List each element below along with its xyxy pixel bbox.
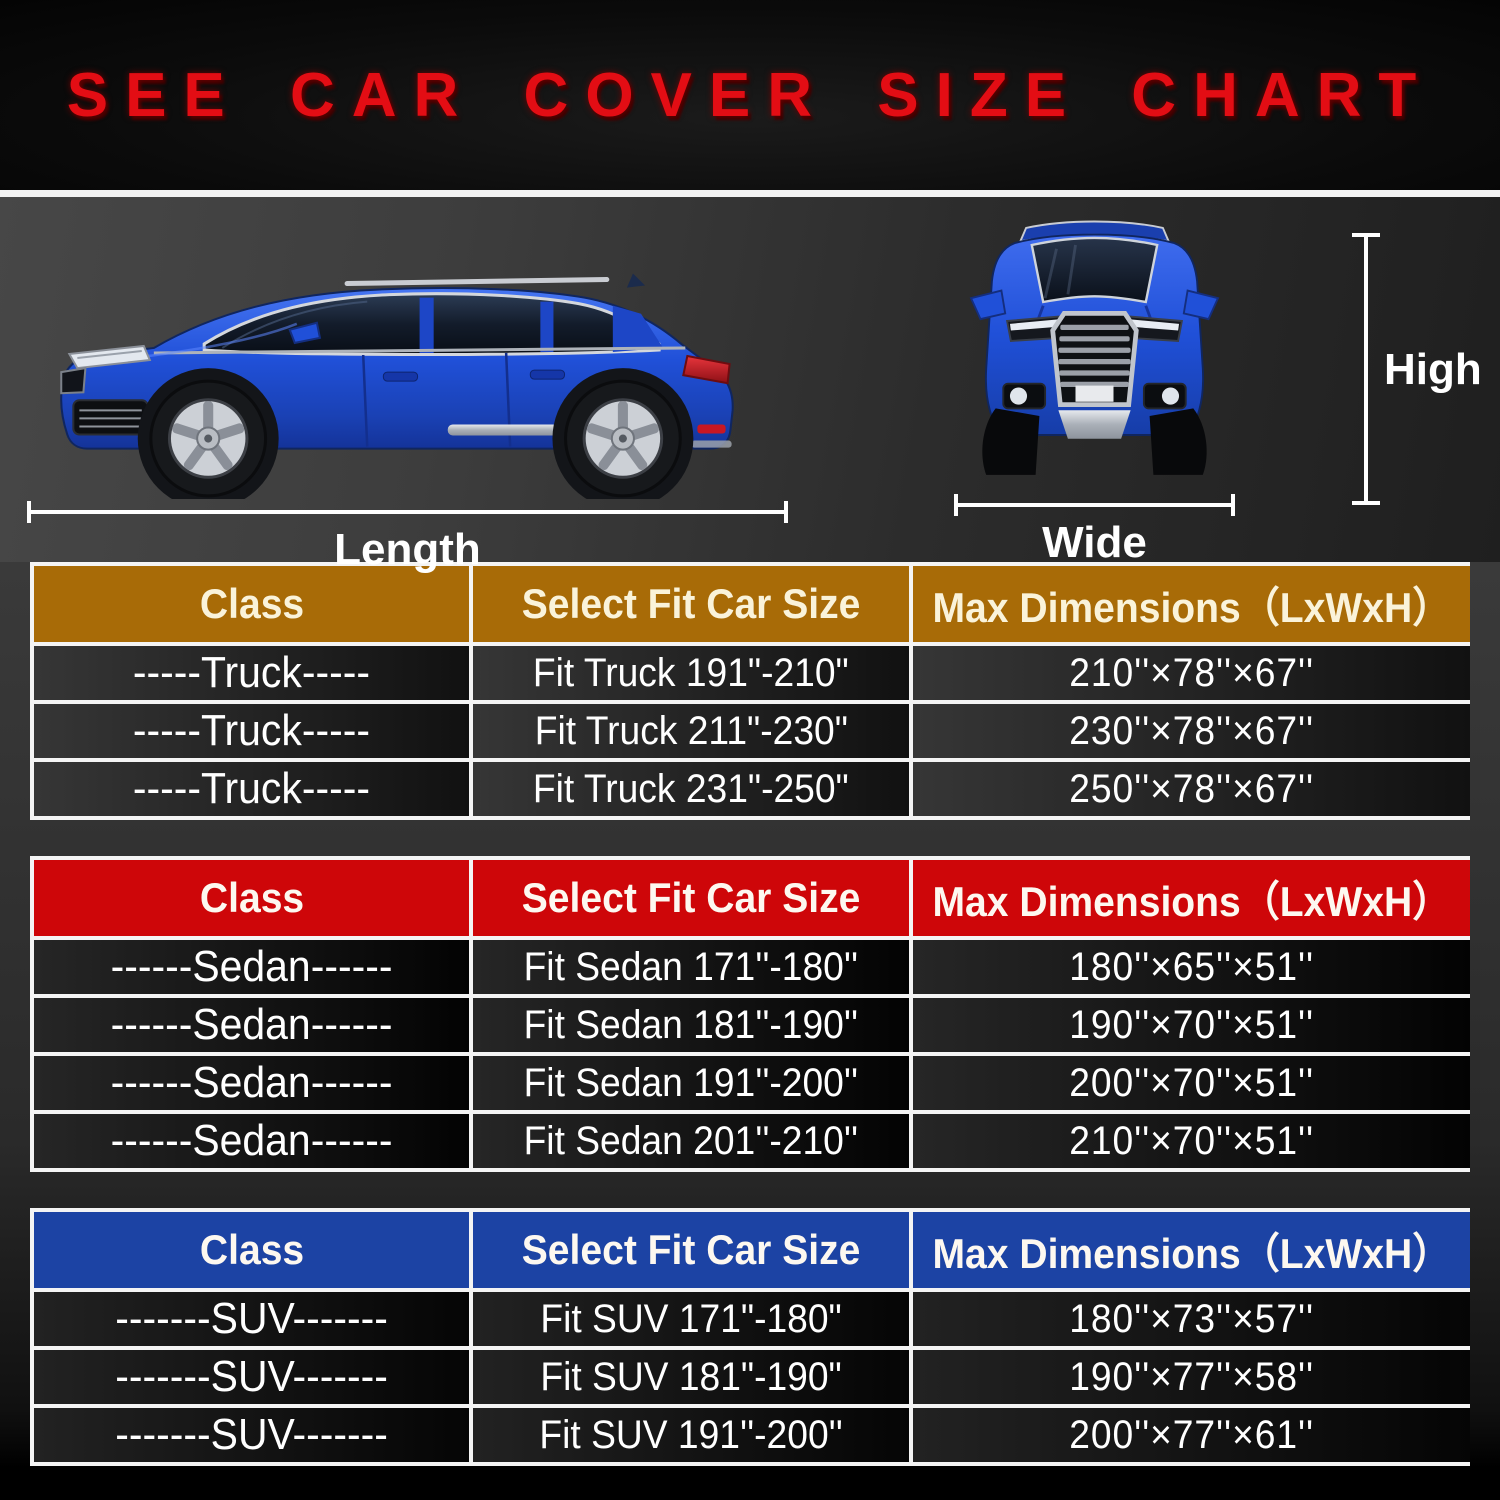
page-title: SEE CAR COVER SIZE CHART xyxy=(66,60,1434,130)
wide-measure-line xyxy=(952,494,1237,516)
fit-size-cell: Fit Truck 191"-210" xyxy=(473,646,909,700)
suv-side-illustration xyxy=(60,273,734,499)
length-label: Length xyxy=(334,524,481,574)
column-header: Max Dimensions（LxWxH） xyxy=(912,860,1471,936)
dims-cell: 190''×70''×51'' xyxy=(912,998,1471,1052)
fit-size-cell: Fit Truck 211"-230" xyxy=(473,704,909,758)
class-cell: -----Truck----- xyxy=(34,762,470,816)
title-band: SEE CAR COVER SIZE CHART xyxy=(0,0,1500,190)
fit-size-cell: Fit SUV 171"-180" xyxy=(473,1292,909,1346)
column-header: Class xyxy=(34,860,470,936)
class-cell: -----Truck----- xyxy=(34,646,470,700)
fit-size-cell: Fit Sedan 191''-200'' xyxy=(473,1056,909,1110)
wide-label: Wide xyxy=(1042,518,1147,567)
fit-size-cell: Fit Truck 231"-250" xyxy=(473,762,909,816)
sedan-size-table: Class Select Fit Car Size Max Dimensions… xyxy=(30,856,1471,1172)
left-wheel xyxy=(982,408,1040,475)
column-header: Class xyxy=(34,1212,470,1288)
divider-line xyxy=(0,190,1500,197)
length-measure-line xyxy=(25,500,790,523)
dims-cell: 190''×77''×58'' xyxy=(912,1350,1471,1404)
left-fog-light xyxy=(1002,382,1047,410)
dims-cell: 210''×78''×67'' xyxy=(912,646,1471,700)
fit-size-cell: Fit Sedan 181''-190'' xyxy=(473,998,909,1052)
column-header: Select Fit Car Size xyxy=(473,860,909,936)
class-cell: -----Truck----- xyxy=(34,704,470,758)
class-cell: ------Sedan------ xyxy=(34,1056,470,1110)
dims-cell: 230''×78''×67'' xyxy=(912,704,1471,758)
side-mirror xyxy=(288,321,322,345)
skid-plate xyxy=(1058,410,1131,439)
class-cell: ------Sedan------ xyxy=(34,1114,470,1168)
column-header: Max Dimensions（LxWxH） xyxy=(912,566,1471,642)
column-header: Select Fit Car Size xyxy=(473,1212,909,1288)
windshield xyxy=(1030,236,1159,304)
dims-cell: 200''×77''×61'' xyxy=(912,1408,1471,1462)
high-measure-line xyxy=(1352,233,1380,505)
column-header: Max Dimensions（LxWxH） xyxy=(912,1212,1471,1288)
dimension-diagram: Length xyxy=(0,197,1500,574)
dims-cell: 250''×78''×67'' xyxy=(912,762,1471,816)
suv-front-illustration xyxy=(969,220,1220,475)
class-cell: ------Sedan------ xyxy=(34,940,470,994)
class-cell: -------SUV------- xyxy=(34,1408,470,1462)
right-wheel xyxy=(1149,408,1207,475)
taillight xyxy=(682,354,731,385)
class-cell: ------Sedan------ xyxy=(34,998,470,1052)
left-mirror xyxy=(969,289,1007,321)
truck-size-table: Class Select Fit Car Size Max Dimensions… xyxy=(30,562,1471,820)
fit-size-cell: Fit Sedan 201''-210'' xyxy=(473,1114,909,1168)
column-header: Class xyxy=(34,566,470,642)
suv-size-table: Class Select Fit Car Size Max Dimensions… xyxy=(30,1208,1471,1466)
dims-cell: 180''×73''×57'' xyxy=(912,1292,1471,1346)
dims-cell: 210''×70''×51'' xyxy=(912,1114,1471,1168)
class-cell: -------SUV------- xyxy=(34,1292,470,1346)
grille-slats xyxy=(1058,324,1131,388)
size-tables-section: Class Select Fit Car Size Max Dimensions… xyxy=(0,562,1500,1500)
fit-size-cell: Fit Sedan 171''-180'' xyxy=(473,940,909,994)
side-view-block: Length xyxy=(25,201,790,575)
fit-size-cell: Fit SUV 191''-200'' xyxy=(473,1408,909,1462)
right-mirror xyxy=(1182,289,1220,321)
dims-cell: 200''×70''×51'' xyxy=(912,1056,1471,1110)
class-cell: -------SUV------- xyxy=(34,1350,470,1404)
column-header: Select Fit Car Size xyxy=(473,566,909,642)
front-view-block: Wide xyxy=(952,207,1237,568)
right-fog-light xyxy=(1142,382,1187,410)
license-area xyxy=(1075,385,1114,402)
fit-size-cell: Fit SUV 181"-190" xyxy=(473,1350,909,1404)
high-label: High xyxy=(1384,345,1482,394)
dims-cell: 180''×65''×51'' xyxy=(912,940,1471,994)
